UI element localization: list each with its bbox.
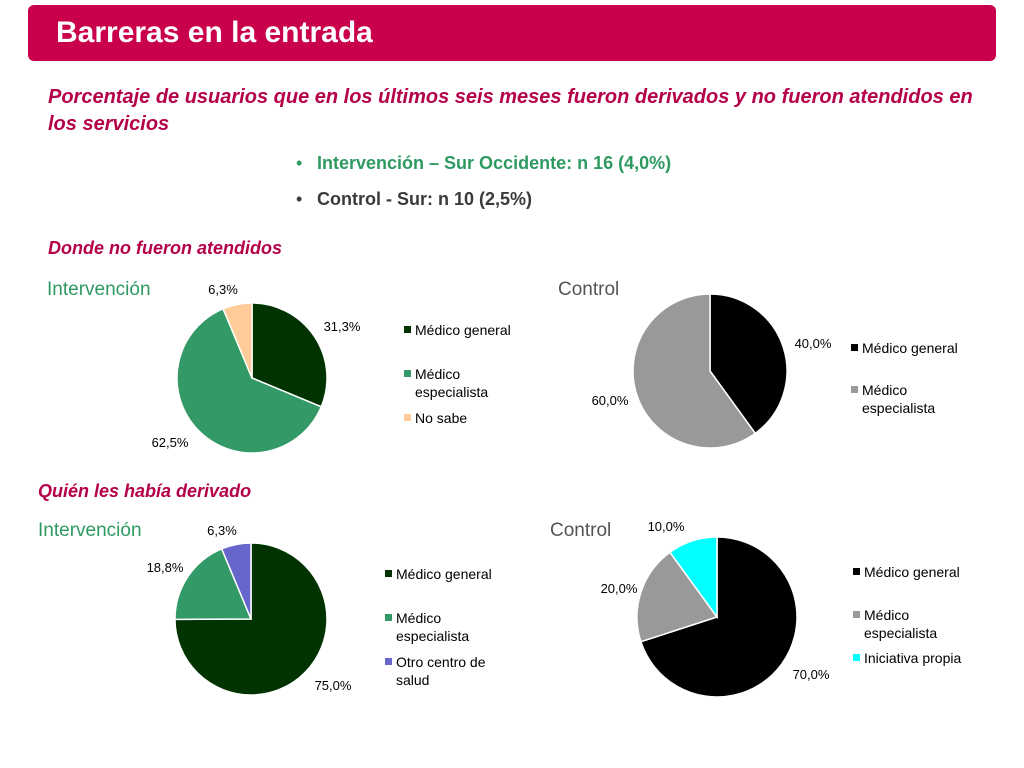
legend-swatch [853, 568, 860, 575]
pie-slice-medico-general [639, 536, 798, 698]
legend-intervention-who: Médico general Médico especialista Otro ce… [385, 565, 515, 695]
legend-intervention-where: Médico general Médico especialista No sabe [404, 321, 514, 431]
pie-data-label: 20,0% [601, 581, 638, 596]
pie-slice-medico-general [251, 302, 328, 408]
pie-data-label: 75,0% [315, 678, 352, 693]
pie-slice-medico-especialista [636, 551, 719, 643]
chart-title-intervention-who: Intervención [38, 520, 142, 541]
subtitle: Porcentaje de usuarios que en los último… [48, 86, 973, 135]
pie-slice-iniciativa-propia [668, 536, 718, 620]
pie-slice-medico-especialista [174, 547, 253, 621]
pie-slice-medico-general [174, 542, 328, 696]
legend-label: Otro centro de salud [396, 654, 486, 688]
pie-data-label: 70,0% [793, 667, 830, 682]
legend-swatch [853, 611, 860, 618]
legend-label: Médico general [396, 566, 492, 582]
chart-title-control-where: Control [558, 279, 620, 300]
legend-swatch [404, 370, 411, 377]
legend-swatch [851, 386, 858, 393]
legend-label: Iniciativa propia [864, 650, 962, 666]
legend-label: Médico general [864, 564, 960, 580]
page-title: Barreras en la entrada [56, 16, 373, 49]
pie-data-label: 10,0% [648, 519, 685, 534]
legend-label: Médico especialista [862, 382, 936, 416]
legend-swatch [385, 658, 392, 665]
pie-slice-medico-especialista [632, 293, 757, 449]
pie-data-label: 60,0% [592, 393, 629, 408]
pie-data-label: 6,3% [208, 282, 238, 297]
pie-data-label: 40,0% [795, 336, 832, 351]
legend-label: Médico general [415, 322, 511, 338]
legend-swatch [385, 570, 392, 577]
chart-title-control-who: Control [550, 520, 612, 541]
legend-swatch [853, 654, 860, 661]
legend-label: Médico especialista [864, 607, 938, 641]
pie-data-label: 62,5% [152, 435, 189, 450]
pie-slice-otro-centro-de-salud [220, 542, 252, 620]
bullet-text: Intervención – Sur Occidente: n 16 (4,0%… [317, 153, 672, 173]
title-bar: Barreras en la entrada [28, 5, 996, 61]
legend-label: No sabe [415, 410, 468, 426]
legend-label: Médico especialista [396, 610, 470, 644]
legend-label: Médico general [862, 340, 958, 356]
bullet-dot: • [296, 189, 303, 209]
bullet-text: Control - Sur: n 10 (2,5%) [317, 189, 533, 209]
pie-data-label: 18,8% [147, 560, 184, 575]
section-heading-who: Quién les había derivado [38, 481, 252, 501]
chart-title-intervention-where: Intervención [47, 279, 151, 300]
pie-data-label: 6,3% [207, 523, 237, 538]
legend-swatch [404, 326, 411, 333]
pie-slice-medico-general [709, 293, 788, 435]
bullet-dot: • [296, 153, 303, 173]
legend-control-who: Médico general Médico especialista Iniciat… [853, 563, 993, 673]
pie-slice-medico-especialista [176, 307, 323, 454]
legend-swatch [404, 414, 411, 421]
pie-slice-no-sabe [222, 302, 253, 379]
legend-label: Médico especialista [415, 366, 489, 400]
section-heading-where: Donde no fueron atendidos [48, 238, 282, 258]
legend-swatch [851, 344, 858, 351]
pie-data-label: 31,3% [324, 319, 361, 334]
legend-control-where: Médico general Médico especialista [851, 339, 991, 429]
legend-swatch [385, 614, 392, 621]
